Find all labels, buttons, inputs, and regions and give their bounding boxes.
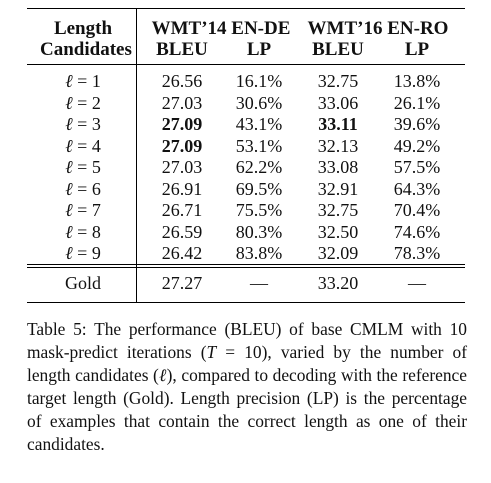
- header-wmt14-en-de: WMT’14 EN-DE: [151, 18, 291, 39]
- row-7-en-ro-lp: 70.4%: [393, 200, 441, 220]
- gold-en-de-bleu: 27.27: [161, 273, 203, 293]
- row-4-en-de-bleu: 27.09: [161, 136, 203, 156]
- row-9-ell-value: 9: [91, 243, 101, 263]
- row-2-length: ℓ = 2: [65, 93, 101, 113]
- row-8-en-ro-lp: 74.6%: [393, 222, 441, 242]
- row-4-en-ro-lp: 49.2%: [393, 136, 441, 156]
- row-7-length: ℓ = 7: [65, 200, 101, 220]
- row-7-en-de-bleu: 26.71: [161, 200, 203, 220]
- row-5-ell-value: 5: [91, 157, 101, 177]
- row-6-en-ro-bleu: 32.91: [317, 179, 359, 199]
- header-wmt16-en-ro: WMT’16 EN-RO: [307, 18, 449, 39]
- row-3-en-de-bleu: 27.09: [161, 114, 203, 134]
- row-4-length: ℓ = 4: [65, 136, 101, 156]
- header-length-line2: Candidates: [40, 39, 132, 60]
- row-9-en-ro-bleu: 32.09: [317, 243, 359, 263]
- row-8-en-de-bleu: 26.59: [161, 222, 203, 242]
- header-en-de-bleu: BLEU: [156, 39, 208, 60]
- table-gold-rule-2: [27, 267, 465, 268]
- row-5-length: ℓ = 5: [65, 157, 101, 177]
- caption-part1: Table 5: The performance (BLEU) of base …: [27, 319, 467, 362]
- header-en-ro-bleu: BLEU: [312, 39, 364, 60]
- table-bottom-rule: [27, 302, 465, 303]
- row-5-en-de-lp: 62.2%: [235, 157, 283, 177]
- caption-part2: ), varied by the number of length candid…: [27, 342, 467, 385]
- row-9-en-de-lp: 83.8%: [235, 243, 283, 263]
- row-7-en-de-lp: 75.5%: [235, 200, 283, 220]
- table-header-rule: [27, 64, 465, 65]
- row-1-en-ro-bleu: 32.75: [317, 71, 359, 91]
- row-3-ell-value: 3: [91, 114, 101, 134]
- row-2-en-de-bleu: 27.03: [161, 93, 203, 113]
- row-2-ell-value: 2: [91, 93, 101, 113]
- row-3-en-de-lp: 43.1%: [235, 114, 283, 134]
- gold-en-ro-bleu: 33.20: [317, 273, 359, 293]
- row-2-en-de-lp: 30.6%: [235, 93, 283, 113]
- row-4-en-ro-bleu: 32.13: [317, 136, 359, 156]
- header-en-ro-lp: LP: [404, 39, 430, 60]
- row-6-length: ℓ = 6: [65, 179, 101, 199]
- row-1-ell-value: 1: [91, 71, 101, 91]
- row-3-length: ℓ = 3: [65, 114, 101, 134]
- row-5-en-ro-bleu: 33.08: [317, 157, 359, 177]
- row-5-en-ro-lp: 57.5%: [393, 157, 441, 177]
- header-en-de-lp: LP: [246, 39, 272, 60]
- row-4-en-de-lp: 53.1%: [235, 136, 283, 156]
- row-7-ell-value: 7: [91, 200, 101, 220]
- row-8-en-ro-bleu: 32.50: [317, 222, 359, 242]
- row-8-ell-value: 8: [91, 222, 101, 242]
- row-6-en-de-bleu: 26.91: [161, 179, 203, 199]
- row-3-en-ro-bleu: 33.11: [318, 114, 358, 134]
- header-length-line1: Length: [53, 18, 113, 39]
- row-7-en-ro-bleu: 32.75: [317, 200, 359, 220]
- row-9-en-de-bleu: 26.42: [161, 243, 203, 263]
- row-5-en-de-bleu: 27.03: [161, 157, 203, 177]
- row-8-length: ℓ = 8: [65, 222, 101, 242]
- row-6-ell-value: 6: [91, 179, 101, 199]
- gold-label: Gold: [65, 273, 101, 293]
- row-9-en-ro-lp: 78.3%: [393, 243, 441, 263]
- caption-math-t: T: [206, 342, 217, 362]
- row-1-en-de-bleu: 26.56: [161, 71, 203, 91]
- row-1-length: ℓ = 1: [65, 71, 101, 91]
- table-caption: Table 5: The performance (BLEU) of base …: [27, 318, 467, 456]
- row-9-length: ℓ = 9: [65, 243, 101, 263]
- caption-math-eq: = 10: [216, 342, 262, 362]
- row-8-en-de-lp: 80.3%: [235, 222, 283, 242]
- table-gold-rule-1: [27, 264, 465, 265]
- row-1-en-ro-lp: 13.8%: [393, 71, 441, 91]
- row-6-en-de-lp: 69.5%: [235, 179, 283, 199]
- gold-en-ro-lp: —: [408, 273, 426, 293]
- row-2-en-ro-lp: 26.1%: [393, 93, 441, 113]
- table-top-rule: [27, 8, 465, 9]
- row-2-en-ro-bleu: 33.06: [317, 93, 359, 113]
- table-column-divider: [136, 8, 137, 303]
- row-3-en-ro-lp: 39.6%: [393, 114, 441, 134]
- caption-part3: ), compared to decoding with the referen…: [27, 365, 467, 454]
- gold-en-de-lp: —: [250, 273, 268, 293]
- row-1-en-de-lp: 16.1%: [235, 71, 283, 91]
- caption-math-ell: ℓ: [158, 365, 167, 385]
- row-4-ell-value: 4: [91, 136, 101, 156]
- row-6-en-ro-lp: 64.3%: [393, 179, 441, 199]
